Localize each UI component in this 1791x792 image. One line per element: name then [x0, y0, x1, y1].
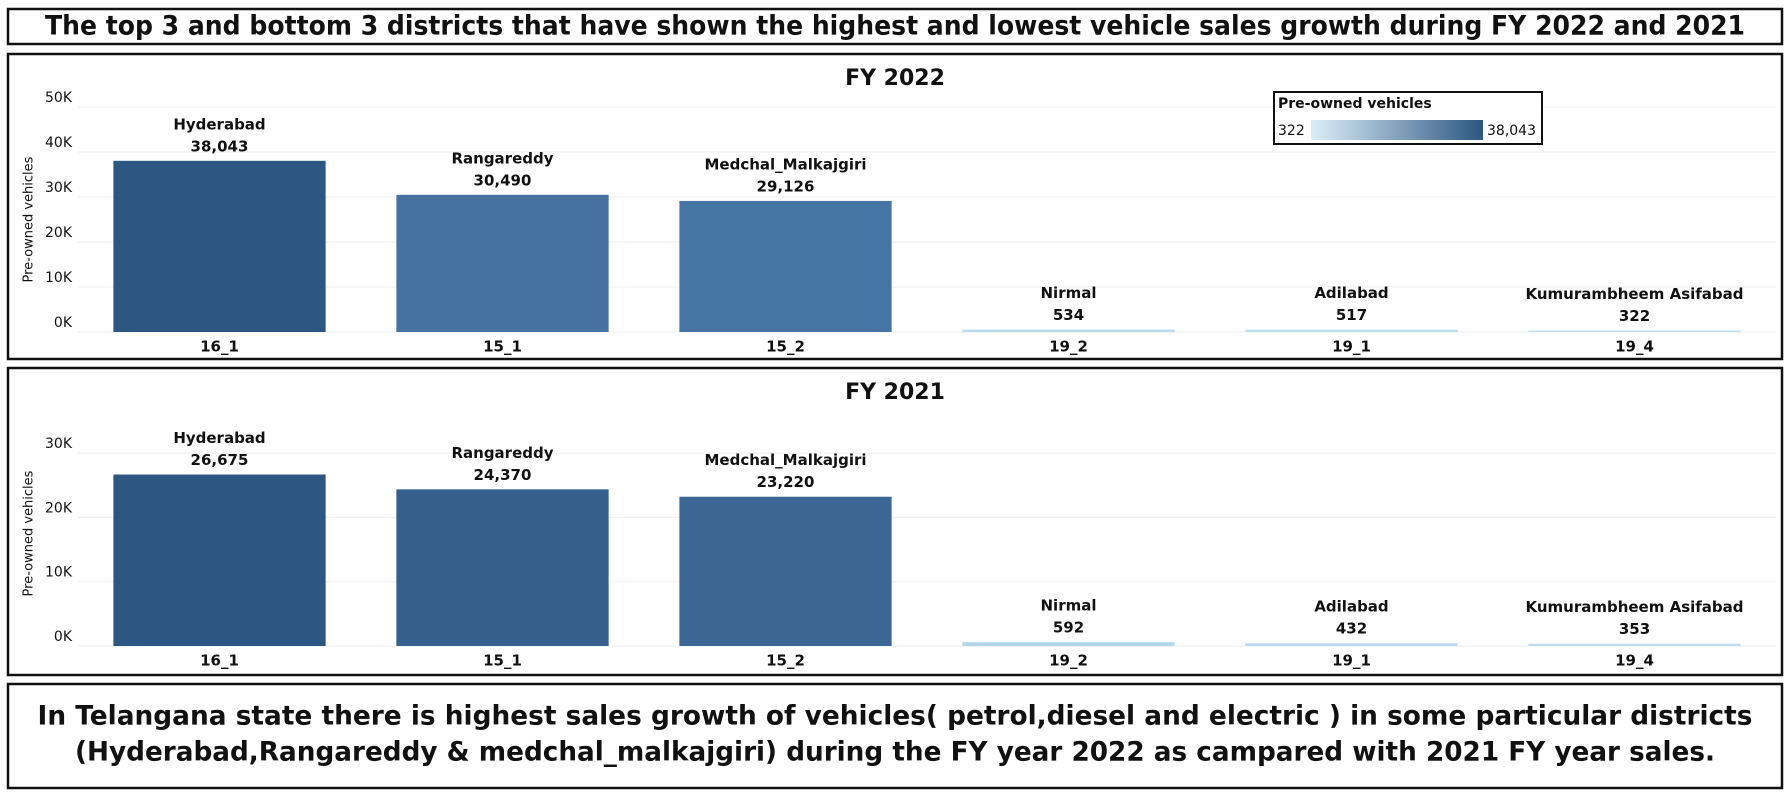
x-tick-label: 19_2 — [1049, 338, 1088, 356]
value-label: 517 — [1336, 306, 1367, 324]
x-tick-label: 19_1 — [1332, 338, 1371, 356]
value-label: 23,220 — [757, 473, 815, 491]
legend-max: 38,043 — [1487, 123, 1536, 139]
district-label: Nirmal — [1041, 284, 1097, 302]
bar — [1528, 330, 1741, 333]
x-tick-label: 19_4 — [1615, 652, 1654, 670]
x-tick-label: 15_2 — [766, 338, 805, 356]
bar — [679, 200, 892, 332]
value-label: 38,043 — [191, 137, 249, 155]
district-label: Hyderabad — [173, 429, 265, 447]
value-label: 29,126 — [757, 177, 815, 195]
bar — [962, 329, 1175, 332]
value-label: 26,675 — [191, 451, 249, 469]
y-tick-label: 20K — [45, 225, 73, 241]
chart-title: FY 2022 — [845, 66, 945, 91]
note-line: In Telangana state there is highest sale… — [38, 701, 1753, 732]
x-tick-label: 15_1 — [483, 652, 522, 670]
y-tick-label: 10K — [45, 270, 73, 286]
y-tick-label: 0K — [54, 629, 73, 645]
value-label: 24,370 — [474, 466, 532, 484]
district-label: Adilabad — [1314, 284, 1388, 302]
y-tick-label: 10K — [45, 565, 73, 581]
bar — [962, 642, 1175, 646]
bar — [1245, 643, 1458, 646]
x-tick-label: 15_2 — [766, 652, 805, 670]
note-box — [6, 682, 1784, 790]
legend-title: Pre-owned vehicles — [1278, 96, 1432, 112]
bar — [679, 496, 892, 646]
district-label: Medchal_Malkajgiri — [704, 155, 866, 173]
bar — [1245, 329, 1458, 332]
bar — [113, 160, 326, 332]
x-tick-label: 15_1 — [483, 338, 522, 356]
bar — [1528, 643, 1741, 646]
title-box — [6, 7, 1784, 46]
value-label: 30,490 — [474, 171, 532, 189]
district-label: Nirmal — [1041, 597, 1097, 615]
bar — [113, 474, 326, 646]
note-line: (Hyderabad,Rangareddy & medchal_malkajgi… — [75, 737, 1715, 768]
x-tick-label: 19_1 — [1332, 652, 1371, 670]
y-tick-label: 20K — [45, 500, 73, 516]
page-title: The top 3 and bottom 3 districts that ha… — [45, 11, 1745, 42]
district-label: Medchal_Malkajgiri — [704, 451, 866, 469]
y-tick-label: 50K — [45, 90, 73, 106]
value-label: 592 — [1053, 619, 1084, 637]
y-tick-label: 0K — [54, 315, 73, 331]
x-tick-label: 19_2 — [1049, 652, 1088, 670]
x-tick-label: 19_4 — [1615, 338, 1654, 356]
x-tick-label: 16_1 — [200, 652, 239, 670]
bar — [396, 489, 609, 646]
district-label: Kumurambheem Asifabad — [1525, 598, 1743, 616]
chart-box — [6, 366, 1784, 677]
value-label: 534 — [1053, 306, 1084, 324]
district-label: Hyderabad — [173, 115, 265, 133]
district-label: Rangareddy — [451, 444, 553, 462]
x-tick-label: 16_1 — [200, 338, 239, 356]
value-label: 322 — [1619, 307, 1650, 325]
y-axis-title: Pre-owned vehicles — [22, 156, 37, 282]
district-label: Rangareddy — [451, 149, 553, 167]
value-label: 353 — [1619, 620, 1650, 638]
legend-min: 322 — [1278, 123, 1305, 139]
legend-scale — [1311, 120, 1483, 140]
chart-box — [6, 52, 1784, 361]
y-tick-label: 30K — [45, 180, 73, 196]
chart-title: FY 2021 — [845, 380, 945, 405]
y-tick-label: 30K — [45, 436, 73, 452]
district-label: Adilabad — [1314, 598, 1388, 616]
y-tick-label: 40K — [45, 135, 73, 151]
value-label: 432 — [1336, 620, 1367, 638]
bar — [396, 194, 609, 332]
district-label: Kumurambheem Asifabad — [1525, 285, 1743, 303]
y-axis-title: Pre-owned vehicles — [22, 470, 37, 596]
